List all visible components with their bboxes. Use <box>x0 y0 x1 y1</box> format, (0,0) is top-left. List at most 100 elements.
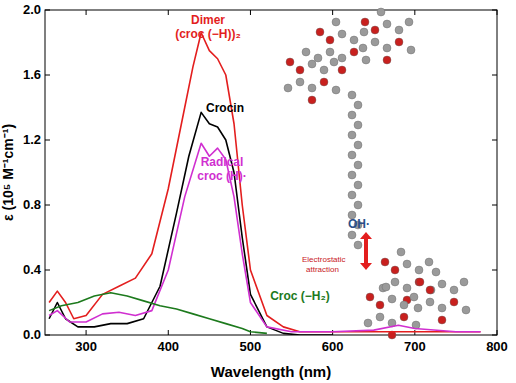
atom <box>432 268 440 276</box>
atom <box>426 298 434 306</box>
atom <box>332 18 340 26</box>
atom <box>330 58 338 66</box>
atom <box>377 8 385 16</box>
x-tick-label: 500 <box>240 339 262 354</box>
y-tick <box>492 75 497 76</box>
annotation-line: Electrostatic <box>302 255 346 264</box>
y-tick-label: 0.0 <box>23 327 41 342</box>
atom <box>354 121 362 129</box>
legend-line: Radical <box>201 155 244 169</box>
y-tick <box>492 335 497 336</box>
atom <box>348 151 356 159</box>
atom <box>348 171 356 179</box>
series-line <box>49 293 267 334</box>
atom <box>308 60 316 68</box>
atom <box>371 26 379 34</box>
atom <box>391 266 399 274</box>
annotation-line: attraction <box>306 265 339 274</box>
x-tick <box>168 330 169 335</box>
atom <box>450 298 458 306</box>
atom <box>462 306 470 314</box>
legend-label: Crocin <box>206 101 244 115</box>
atom <box>438 316 446 324</box>
legend-line: (croc (−H))₂ <box>175 27 241 41</box>
y-tick <box>492 140 497 141</box>
y-tick <box>492 270 497 271</box>
atom <box>438 304 446 312</box>
x-tick <box>497 10 498 15</box>
x-tick-label: 400 <box>157 339 179 354</box>
y-tick-label: 1.6 <box>23 67 41 82</box>
atom <box>348 91 356 99</box>
x-tick <box>86 10 87 15</box>
atom <box>381 258 389 266</box>
series-group <box>49 33 480 335</box>
atom <box>316 28 324 36</box>
atom <box>405 18 413 26</box>
atom <box>286 58 294 66</box>
atom <box>403 284 411 292</box>
annotation: OH· <box>348 217 370 231</box>
atom <box>348 111 356 119</box>
y-tick <box>45 205 50 206</box>
atom <box>364 319 372 327</box>
atom <box>403 260 411 268</box>
atom <box>391 278 399 286</box>
arrow-head <box>360 232 372 239</box>
x-tick-label: 800 <box>486 339 508 354</box>
atom <box>338 54 346 62</box>
y-tick <box>45 140 50 141</box>
atom <box>338 30 346 38</box>
atom <box>350 48 358 56</box>
legend-line: Dimer <box>191 13 225 27</box>
y-tick-label: 2.0 <box>23 2 41 17</box>
plot-frame <box>45 10 497 335</box>
atom <box>382 283 390 291</box>
atom <box>284 84 292 92</box>
atom <box>383 20 391 28</box>
atom <box>359 44 367 52</box>
x-tick-label: 300 <box>75 339 97 354</box>
atom <box>415 266 423 274</box>
atom <box>350 36 358 44</box>
legend-line: croc (H)· <box>197 169 246 183</box>
atom <box>414 304 422 312</box>
y-tick-label: 1.2 <box>23 132 41 147</box>
atom <box>326 36 334 44</box>
x-tick <box>497 330 498 335</box>
atom <box>308 96 316 104</box>
y-tick-label: 0.8 <box>23 197 41 212</box>
atom <box>348 231 356 239</box>
y-tick <box>45 270 50 271</box>
y-tick-label: 0.4 <box>23 262 42 277</box>
arrow-shaft <box>364 238 368 264</box>
atom <box>348 191 356 199</box>
y-tick <box>492 205 497 206</box>
atom <box>410 293 418 301</box>
atom <box>400 301 408 309</box>
x-tick <box>86 330 87 335</box>
atom <box>371 38 379 46</box>
atom <box>296 78 304 86</box>
y-tick <box>45 75 50 76</box>
atom <box>332 86 340 94</box>
atom <box>354 241 362 249</box>
atom <box>354 181 362 189</box>
atom <box>338 66 346 74</box>
atom <box>354 201 362 209</box>
atom <box>383 44 391 52</box>
atom <box>320 78 328 86</box>
atom <box>296 66 304 74</box>
atom <box>395 38 403 46</box>
atom <box>460 278 468 286</box>
atom <box>416 278 424 286</box>
atom <box>383 56 391 64</box>
atom <box>308 84 316 92</box>
atom <box>395 26 403 34</box>
atom <box>354 161 362 169</box>
atom <box>354 101 362 109</box>
series-line <box>49 112 333 335</box>
x-tick <box>414 10 415 15</box>
atom <box>376 313 384 321</box>
atom <box>320 66 328 74</box>
